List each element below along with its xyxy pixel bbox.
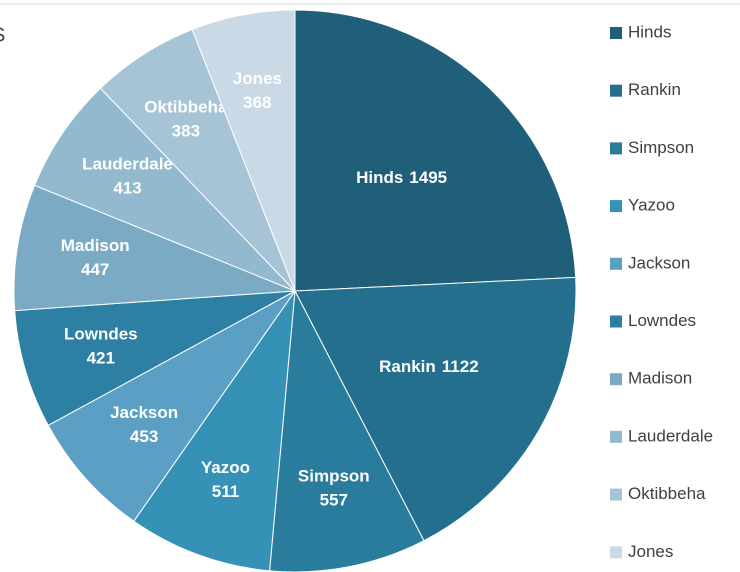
- data-label: Oktibbeha 383: [144, 98, 228, 141]
- legend-swatch: [610, 546, 622, 559]
- data-label-name: Jackson: [110, 403, 178, 422]
- data-label-name: Lauderdale: [82, 155, 173, 174]
- pie-slice: [294, 276, 577, 542]
- data-label-value: 557: [320, 491, 348, 510]
- data-label: Yazoo 511: [201, 458, 250, 501]
- legend-swatch: [610, 430, 622, 443]
- data-label-value: 1495: [409, 169, 447, 188]
- data-label-value: 383: [172, 122, 200, 141]
- data-label: Simpson 557: [298, 467, 370, 510]
- data-label-value: 421: [87, 349, 115, 368]
- legend-label: Jones: [628, 542, 673, 561]
- chart-title: S: [0, 24, 5, 46]
- pie-slice: [13, 184, 296, 312]
- pie-slice: [294, 9, 577, 292]
- data-label-value: 1122: [442, 358, 479, 377]
- legend-label: Madison: [628, 369, 692, 388]
- legend-swatch: [610, 315, 622, 328]
- data-label: Madison 447: [61, 237, 130, 280]
- legend-swatch: [610, 373, 622, 386]
- pie-slice: [47, 290, 296, 522]
- pie-slice: [269, 289, 425, 572]
- legend-label: Oktibbeha: [628, 484, 706, 503]
- data-label-name: Lowndes: [64, 325, 138, 344]
- pie-slice: [14, 290, 296, 427]
- data-label-name: Rankin: [379, 358, 436, 377]
- data-label-value: 447: [81, 261, 109, 280]
- data-label: Lauderdale 413: [82, 155, 173, 198]
- data-label-value: 368: [243, 94, 271, 113]
- pie-slice: [33, 87, 296, 292]
- data-label-name: Madison: [61, 237, 130, 256]
- legend-label: Simpson: [628, 138, 694, 157]
- legend-label: Rankin: [628, 80, 681, 99]
- legend-label: Yazoo: [628, 196, 675, 215]
- data-label-value: 453: [130, 427, 158, 446]
- pie-slice: [133, 289, 296, 572]
- legend-swatch: [610, 488, 622, 501]
- legend-label: Lowndes: [628, 311, 696, 330]
- data-label: Rankin 1122: [379, 358, 479, 377]
- data-label-value: 511: [212, 482, 239, 501]
- legend-swatch: [610, 84, 622, 97]
- legend-swatch: [610, 27, 622, 39]
- data-label-name: Oktibbeha: [144, 98, 228, 117]
- legend-swatch: [610, 200, 622, 213]
- legend-swatch: [610, 142, 622, 155]
- legend-label: Jackson: [628, 253, 690, 272]
- data-label-name: Simpson: [298, 467, 370, 486]
- data-label-value: 413: [113, 179, 141, 198]
- data-label: Hinds 1495: [356, 169, 447, 188]
- data-label: Lowndes 421: [64, 325, 138, 368]
- data-label: Jones 368: [233, 70, 282, 113]
- legend-label: Lauderdale: [628, 426, 713, 445]
- pie-slice: [191, 9, 296, 292]
- data-label-name: Yazoo: [201, 458, 250, 477]
- data-label-name: Hinds: [356, 169, 403, 188]
- legend-label: Hinds: [628, 22, 671, 41]
- data-label: Jackson 453: [110, 403, 178, 446]
- data-label-name: Jones: [233, 70, 282, 89]
- legend-swatch: [610, 257, 622, 270]
